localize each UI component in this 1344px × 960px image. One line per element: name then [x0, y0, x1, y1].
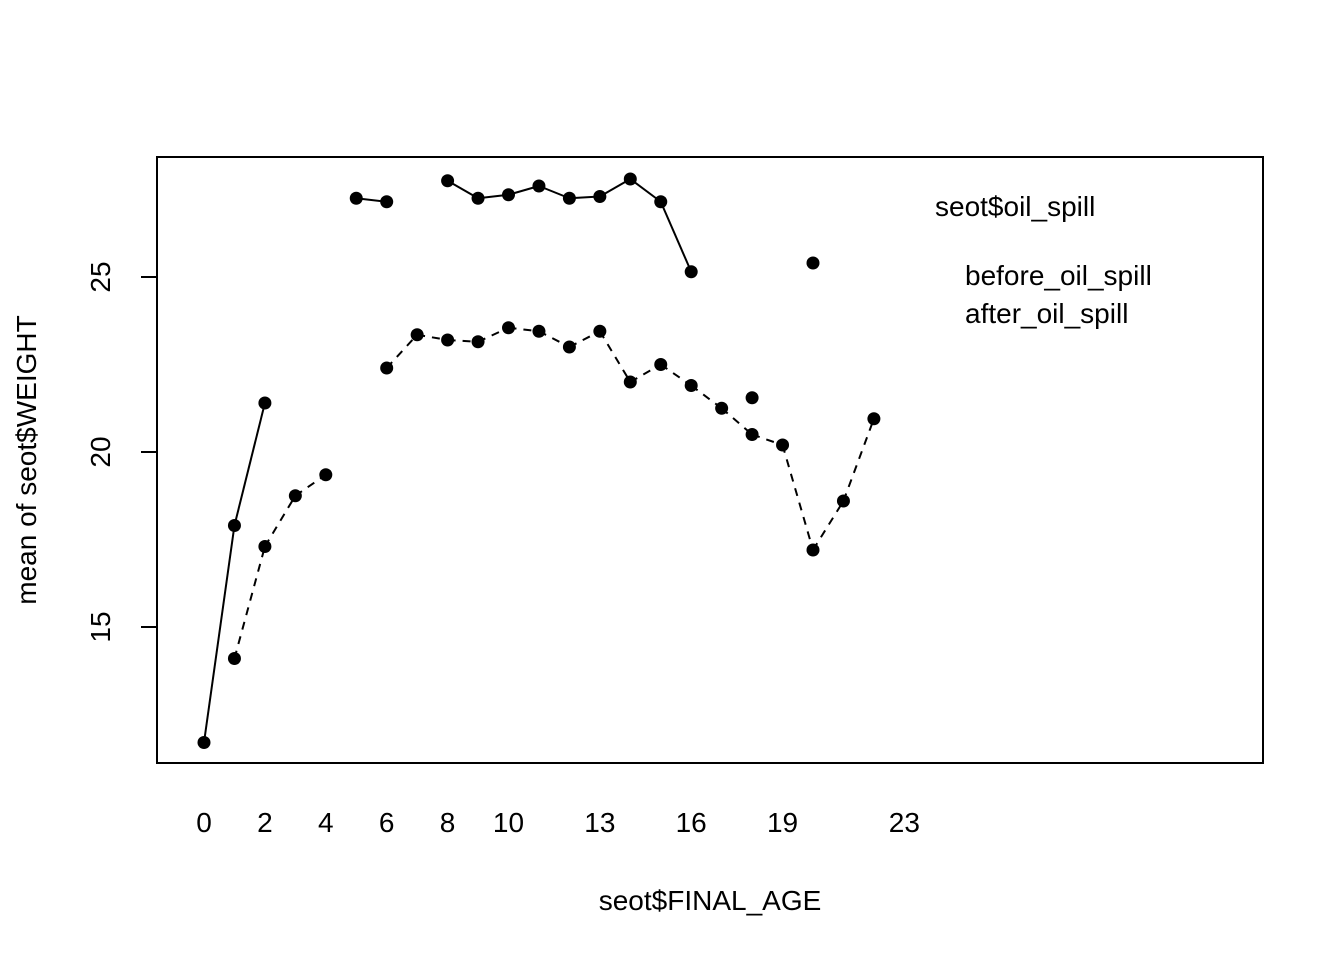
legend: seot$oil_spill before_oil_spill after_oi…: [935, 191, 1152, 329]
series-after-oil-spill-point-20: [806, 543, 820, 557]
legend-entry-after-oil-spill: after_oil_spill: [965, 298, 1128, 329]
series-before-oil-spill-point-14: [623, 172, 637, 186]
series-after-oil-spill: [227, 321, 881, 665]
x-tick-label-4: 4: [318, 807, 334, 838]
series-before-oil-spill-point-5: [349, 191, 363, 205]
series-before-oil-spill-point-0: [197, 736, 211, 749]
x-tick-label-6: 6: [379, 807, 395, 838]
series-after-oil-spill-segment-13: [598, 330, 632, 383]
series-before-oil-spill-point-15: [654, 195, 668, 209]
series-before-oil-spill-point-9: [471, 191, 485, 205]
series-after-oil-spill-point-17: [715, 401, 729, 415]
series-after-oil-spill-segment-1: [233, 546, 266, 659]
series-before-oil-spill-point-2: [258, 396, 272, 410]
series-after-oil-spill-point-18: [745, 428, 759, 441]
series-after-oil-spill-segment-6: [385, 334, 418, 369]
y-tick-label-25: 25: [85, 261, 116, 292]
series-after-oil-spill-segment-19: [781, 444, 814, 551]
series-layer: [197, 172, 881, 749]
series-after-oil-spill-point-7: [410, 328, 424, 342]
series-before-oil-spill-point-12: [562, 191, 576, 205]
series-after-oil-spill-point-6: [380, 361, 394, 375]
series-after-oil-spill-point-4: [319, 468, 333, 482]
x-axis-title: seot$FINAL_AGE: [599, 885, 822, 916]
series-after-oil-spill-segment-21: [842, 418, 875, 502]
series-after-oil-spill-point-11: [532, 324, 546, 338]
series-before-oil-spill-point-1: [227, 519, 241, 532]
x-tick-label-16: 16: [676, 807, 707, 838]
series-after-oil-spill-point-9: [471, 335, 485, 349]
x-tick-label-2: 2: [257, 807, 273, 838]
series-before-oil-spill-point-16: [684, 265, 698, 279]
series-before-oil-spill-point-6: [380, 195, 394, 209]
series-after-oil-spill-point-19: [776, 438, 790, 452]
x-tick-label-13: 13: [584, 807, 615, 838]
series-after-oil-spill-point-1: [227, 652, 241, 665]
x-tick-label-8: 8: [440, 807, 456, 838]
series-after-oil-spill-point-8: [441, 333, 455, 347]
series-after-oil-spill-segment-17: [720, 407, 753, 436]
series-before-oil-spill: [197, 172, 820, 749]
series-before-oil-spill-segment-15: [659, 201, 693, 273]
series-before-oil-spill-point-18: [745, 391, 759, 405]
series-after-oil-spill-point-12: [562, 340, 576, 354]
x-axis: 0 2 4 6 8 10 13 16 19 23: [196, 807, 920, 838]
series-after-oil-spill-segment-20: [812, 500, 845, 551]
series-before-oil-spill-point-13: [593, 190, 607, 203]
x-tick-label-0: 0: [196, 807, 212, 838]
series-after-oil-spill-point-16: [684, 379, 698, 392]
series-before-oil-spill-segment-0: [203, 525, 236, 743]
y-tick-label-15: 15: [85, 611, 116, 642]
series-after-oil-spill-point-15: [654, 358, 668, 371]
series-after-oil-spill-segment-2: [264, 495, 297, 548]
series-before-oil-spill-point-11: [532, 179, 546, 193]
series-before-oil-spill-point-20: [806, 256, 820, 270]
x-tick-label-10: 10: [493, 807, 524, 838]
x-tick-label-19: 19: [767, 807, 798, 838]
legend-entry-before-oil-spill: before_oil_spill: [965, 260, 1152, 291]
y-tick-label-20: 20: [85, 436, 116, 467]
series-after-oil-spill-point-21: [836, 494, 850, 508]
series-after-oil-spill-point-22: [867, 412, 881, 426]
y-axis: 15 20 25: [85, 261, 157, 643]
series-before-oil-spill-point-8: [441, 174, 455, 188]
legend-title: seot$oil_spill: [935, 191, 1095, 222]
plot-frame: [156, 156, 1264, 764]
series-before-oil-spill-segment-1: [233, 402, 266, 526]
series-after-oil-spill-point-10: [502, 321, 515, 335]
series-after-oil-spill-point-2: [258, 540, 272, 553]
series-after-oil-spill-point-13: [593, 324, 607, 338]
series-before-oil-spill-point-10: [502, 188, 515, 202]
x-tick-label-23: 23: [889, 807, 920, 838]
series-after-oil-spill-point-3: [288, 489, 302, 503]
y-axis-title: mean of seot$WEIGHT: [11, 315, 42, 604]
series-after-oil-spill-point-14: [623, 375, 637, 389]
